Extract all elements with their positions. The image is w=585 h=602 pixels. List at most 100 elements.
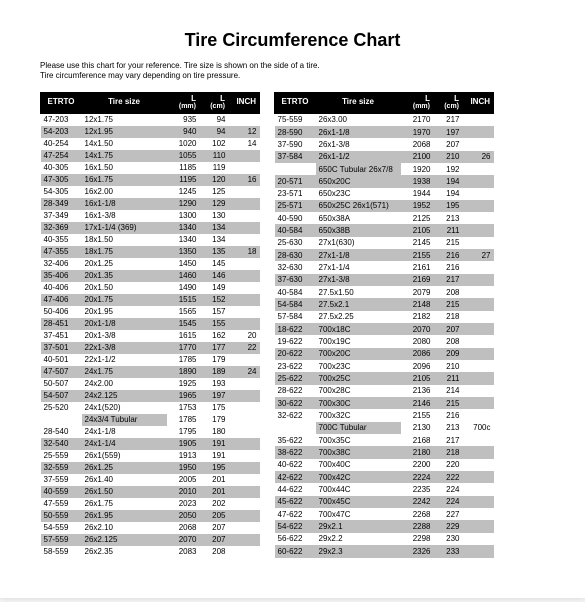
cell-lcm: 175 xyxy=(200,402,229,414)
page-title: Tire Circumference Chart xyxy=(40,30,545,51)
cell-lcm: 208 xyxy=(200,546,229,558)
cell-inch xyxy=(463,224,494,236)
cell-lmm: 2083 xyxy=(167,546,200,558)
cell-size: 16x1.50 xyxy=(82,162,167,174)
cell-lcm: 215 xyxy=(434,298,463,310)
table-row: 47-30516x1.75119512016 xyxy=(41,174,260,186)
cell-size: 24x1(520) xyxy=(82,402,167,414)
cell-inch xyxy=(229,522,260,534)
cell-lmm: 1245 xyxy=(167,186,200,198)
table-row: 28-63027x1-1/8215521627 xyxy=(275,249,494,261)
cell-etrto: 19-622 xyxy=(275,335,316,347)
table-row: 28-34916x1-1/81290129 xyxy=(41,198,260,210)
cell-inch xyxy=(463,311,494,323)
table-row: 45-622700x45C2242224 xyxy=(275,496,494,508)
table-row: 32-40620x1.251450145 xyxy=(41,258,260,270)
cell-etrto: 40-501 xyxy=(41,354,82,366)
cell-inch xyxy=(463,138,494,150)
intro-line1: Please use this chart for your reference… xyxy=(40,61,320,70)
cell-etrto: 47-406 xyxy=(41,294,82,306)
cell-size: 27x1(630) xyxy=(316,237,401,249)
cell-inch xyxy=(463,200,494,212)
cell-etrto: 20-622 xyxy=(275,348,316,360)
cell-lmm: 1290 xyxy=(167,198,200,210)
cell-inch xyxy=(463,520,494,532)
cell-size: 16x2.00 xyxy=(82,186,167,198)
table-row: 54-20312x1.959409412 xyxy=(41,126,260,138)
table-row: 37-58426x1-1/2210021026 xyxy=(275,151,494,163)
cell-lcm: 197 xyxy=(200,390,229,402)
cell-size: 26x3.00 xyxy=(316,113,401,126)
cell-inch xyxy=(229,150,260,162)
cell-size: 26x1.75 xyxy=(82,498,167,510)
left-table: ETRTO Tire size L(mm) L(cm) INCH 47-2031… xyxy=(40,92,260,558)
table-row: 54-58427.5x2.12148215 xyxy=(275,298,494,310)
th-size: Tire size xyxy=(82,92,167,113)
cell-lcm: 194 xyxy=(434,188,463,200)
cell-lcm: 211 xyxy=(434,224,463,236)
table-row: 40-584650x38B2105211 xyxy=(275,224,494,236)
cell-lmm: 2086 xyxy=(401,348,434,360)
cell-lmm: 1340 xyxy=(167,234,200,246)
cell-lcm: 233 xyxy=(434,545,463,558)
cell-inch xyxy=(229,186,260,198)
cell-lmm: 2168 xyxy=(401,434,434,446)
cell-lmm: 1938 xyxy=(401,175,434,187)
cell-lcm: 157 xyxy=(200,306,229,318)
table-row: 37-34916x1-3/81300130 xyxy=(41,210,260,222)
cell-inch xyxy=(229,234,260,246)
cell-lcm: 191 xyxy=(200,438,229,450)
table-row: 37-63027x1-3/82169217 xyxy=(275,274,494,286)
cell-etrto: 47-254 xyxy=(41,150,82,162)
table-row: 35-622700x35C2168217 xyxy=(275,434,494,446)
cell-inch xyxy=(229,198,260,210)
table-row: 40-55926x1.502010201 xyxy=(41,486,260,498)
cell-etrto: 28-451 xyxy=(41,318,82,330)
cell-size: 700C Tubular xyxy=(316,422,401,434)
cell-etrto xyxy=(41,414,82,426)
cell-size: 24x1-1/8 xyxy=(82,426,167,438)
cell-inch: 12 xyxy=(229,126,260,138)
cell-lmm: 1890 xyxy=(167,366,200,378)
table-row: 44-622700x44C2235224 xyxy=(275,483,494,495)
th-inch: INCH xyxy=(229,92,260,113)
cell-etrto: 32-369 xyxy=(41,222,82,234)
cell-inch xyxy=(463,471,494,483)
cell-lcm: 217 xyxy=(434,434,463,446)
cell-lmm: 2136 xyxy=(401,385,434,397)
cell-size: 27x1-1/8 xyxy=(316,249,401,261)
page: Tire Circumference Chart Please use this… xyxy=(0,0,585,598)
cell-lcm: 202 xyxy=(200,498,229,510)
cell-lmm: 2224 xyxy=(401,471,434,483)
cell-lmm: 2161 xyxy=(401,261,434,273)
cell-inch: 18 xyxy=(229,246,260,258)
cell-size: 650x20C xyxy=(316,175,401,187)
table-row: 57-58427.5x2.252182218 xyxy=(275,311,494,323)
cell-etrto: 28-622 xyxy=(275,385,316,397)
cell-etrto: 54-559 xyxy=(41,522,82,534)
cell-etrto: 50-559 xyxy=(41,510,82,522)
table-row: 40-50122x1-1/21785179 xyxy=(41,354,260,366)
cell-size: 20x1.75 xyxy=(82,294,167,306)
cell-etrto: 37-501 xyxy=(41,342,82,354)
cell-etrto: 32-559 xyxy=(41,462,82,474)
cell-lcm: 208 xyxy=(434,335,463,347)
table-row: 60-62229x2.32326233 xyxy=(275,545,494,558)
cell-size: 26x1.95 xyxy=(82,510,167,522)
cell-etrto: 56-622 xyxy=(275,533,316,545)
cell-inch xyxy=(463,508,494,520)
cell-inch xyxy=(229,354,260,366)
intro-line2: Tire circumference may vary depending on… xyxy=(40,71,240,80)
cell-size: 16x1-3/8 xyxy=(82,210,167,222)
cell-lcm: 224 xyxy=(434,496,463,508)
cell-etrto: 25-559 xyxy=(41,450,82,462)
th-inch: INCH xyxy=(463,92,494,113)
cell-etrto: 45-622 xyxy=(275,496,316,508)
cell-lmm: 1950 xyxy=(167,462,200,474)
cell-lcm: 195 xyxy=(200,462,229,474)
cell-inch xyxy=(463,496,494,508)
cell-etrto: 47-559 xyxy=(41,498,82,510)
cell-etrto: 30-622 xyxy=(275,397,316,409)
table-row: 47-20312x1.7593594 xyxy=(41,113,260,126)
cell-lmm: 2200 xyxy=(401,459,434,471)
